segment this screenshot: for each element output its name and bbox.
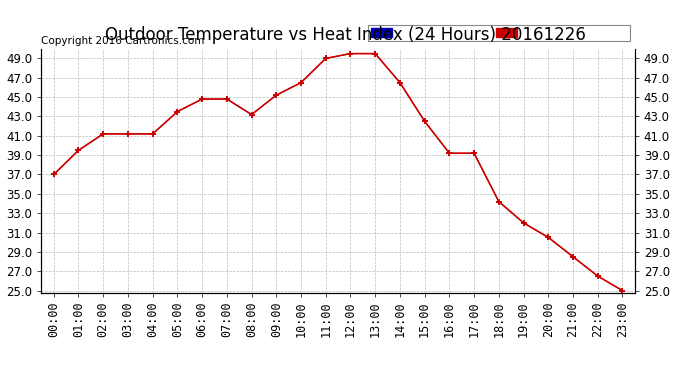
Text: Outdoor Temperature vs Heat Index (24 Hours) 20161226: Outdoor Temperature vs Heat Index (24 Ho…	[105, 26, 585, 44]
Legend: Heat Index  (°F), Temperature  (°F): Heat Index (°F), Temperature (°F)	[368, 25, 629, 41]
Text: Copyright 2016 Cartronics.com: Copyright 2016 Cartronics.com	[41, 36, 205, 46]
